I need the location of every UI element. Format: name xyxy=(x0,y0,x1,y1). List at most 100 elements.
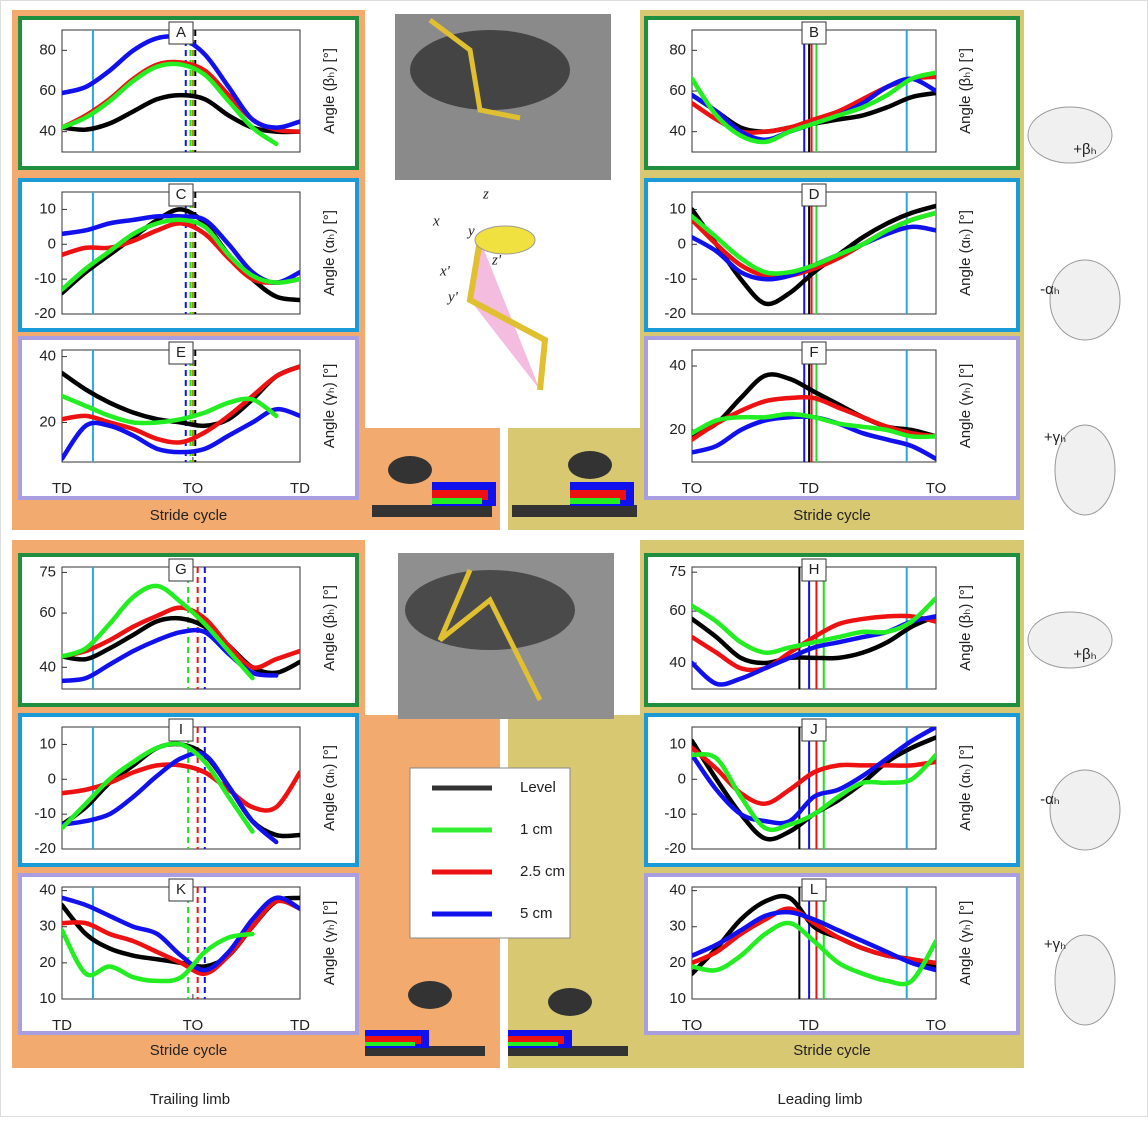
skeleton-diagram xyxy=(466,239,549,391)
series-line xyxy=(62,207,300,303)
series-line xyxy=(62,221,300,285)
series-line xyxy=(62,741,255,834)
panel-letter-box xyxy=(801,878,827,902)
series-line xyxy=(692,595,936,656)
series-line xyxy=(62,364,300,445)
chart-panel: 20 40 TD TO TD E Angle (γₕ) [°] Stride cycle xyxy=(18,336,359,524)
y-tick-label: 30 xyxy=(669,918,686,935)
chart-panel: 10 20 30 40 TD TO TD K Angle (γₕ) [°] Stride cycl… xyxy=(18,873,359,1059)
x-tick-label: TD xyxy=(290,480,310,497)
panel-letter: E xyxy=(176,344,186,361)
x-tick-label: TD xyxy=(52,480,72,497)
series-line xyxy=(692,909,936,973)
y-tick-label: 75 xyxy=(39,563,56,580)
y-tick-label: 40 xyxy=(669,357,686,374)
skeleton-diagram xyxy=(470,240,540,390)
y-tick-label: 30 xyxy=(39,918,56,935)
plot-area xyxy=(691,726,937,850)
icon-label: +βₕ xyxy=(1073,141,1096,158)
y-axis-label: Angle (αₕ) [°] xyxy=(321,745,338,831)
series-line xyxy=(692,727,936,826)
icon-label: +βₕ xyxy=(1073,646,1096,663)
series-line xyxy=(62,583,255,681)
y-tick-label: 40 xyxy=(669,882,686,899)
plot-content xyxy=(692,567,936,689)
chart-panel: 40 60 80 A Angle (βₕ) [°] xyxy=(18,16,359,170)
y-axis-label: Angle (βₕ) [°] xyxy=(957,585,974,671)
y-tick-label: -10 xyxy=(664,270,686,287)
panel-letter: A xyxy=(176,24,186,41)
series-line xyxy=(62,605,300,670)
skeleton xyxy=(428,18,521,121)
series-line xyxy=(692,394,936,442)
y-tick-label: 20 xyxy=(669,954,686,971)
plot-content xyxy=(692,30,936,152)
y-tick-label: 10 xyxy=(669,200,686,217)
y-tick-label: 60 xyxy=(669,82,686,99)
y-axis-label: Angle (γₕ) [°] xyxy=(957,364,974,449)
series-line xyxy=(692,920,936,987)
x-tick-label: TO xyxy=(682,480,703,497)
plot-content xyxy=(692,192,936,314)
panel-letter-box xyxy=(801,558,827,582)
plot-content xyxy=(62,192,300,314)
y-axis-label: Angle (αₕ) [°] xyxy=(957,745,974,831)
y-tick-label: 80 xyxy=(39,41,56,58)
x-tick-label: TO xyxy=(682,1017,703,1034)
y-tick-label: 60 xyxy=(39,604,56,621)
y-tick-label: 0 xyxy=(678,235,686,252)
y-tick-label: 40 xyxy=(39,882,56,899)
legend-label: 2.5 cm xyxy=(520,863,565,880)
panel-letter: I xyxy=(179,721,183,738)
panel-letter-box xyxy=(168,341,194,365)
panel-letter-box xyxy=(801,21,827,45)
plot-content xyxy=(692,350,936,462)
plot-area xyxy=(691,349,937,463)
y-tick-label: -20 xyxy=(34,840,56,857)
y-tick-label: 40 xyxy=(669,123,686,140)
series-line xyxy=(62,393,279,426)
panel-letter-box xyxy=(168,183,194,207)
pelvis xyxy=(474,225,536,255)
y-tick-label: -10 xyxy=(664,805,686,822)
series-line xyxy=(62,895,300,973)
panel-letter: K xyxy=(176,881,186,898)
x-axis-label: Stride cycle xyxy=(793,1042,871,1059)
x-tick-label: TD xyxy=(799,1017,819,1034)
plot-content xyxy=(62,887,300,999)
y-tick-label: 20 xyxy=(39,954,56,971)
series-line xyxy=(62,750,279,845)
series-line xyxy=(62,217,300,292)
xray-body xyxy=(410,30,570,110)
xray-body xyxy=(405,570,575,650)
y-tick-label: 10 xyxy=(39,990,56,1007)
panel-letter-box xyxy=(168,878,194,902)
plot-content xyxy=(692,727,936,849)
y-tick-label: 10 xyxy=(669,735,686,752)
y-tick-label: 0 xyxy=(48,770,56,787)
legend-box xyxy=(409,767,571,939)
chart-panel: -20 -10 0 10 C Angle (αₕ) [°] xyxy=(18,178,359,332)
skeleton xyxy=(437,569,543,702)
icon-label: +γₕ xyxy=(1044,936,1066,953)
plot-content xyxy=(62,727,300,849)
panel-letter-box xyxy=(168,558,194,582)
series-line xyxy=(62,898,300,976)
footer-label: Trailing limb xyxy=(150,1091,230,1108)
chart-panel: -20 -10 0 10 D Angle (αₕ) [°] xyxy=(644,178,1020,332)
x-axis-label: Stride cycle xyxy=(793,507,871,524)
plot-content xyxy=(62,567,300,689)
x-tick-label: TO xyxy=(183,480,204,497)
step-icons xyxy=(365,451,637,1056)
icon-label: -αₕ xyxy=(1040,281,1060,298)
y-axis-label: Angle (βₕ) [°] xyxy=(321,48,338,134)
y-tick-label: 20 xyxy=(669,421,686,438)
y-axis-label: Angle (γₕ) [°] xyxy=(321,901,338,986)
x-tick-label: TO xyxy=(926,1017,947,1034)
chart-panel: 40 60 75 G Angle (βₕ) [°] xyxy=(18,553,359,707)
chart-panel: -20 -10 0 10 J Angle (αₕ) [°] xyxy=(644,713,1020,867)
panel-letter-box xyxy=(168,21,194,45)
x-axis-label: Stride cycle xyxy=(150,1042,228,1059)
panel-letter-box xyxy=(801,341,827,365)
y-axis-label: Angle (γₕ) [°] xyxy=(321,364,338,449)
